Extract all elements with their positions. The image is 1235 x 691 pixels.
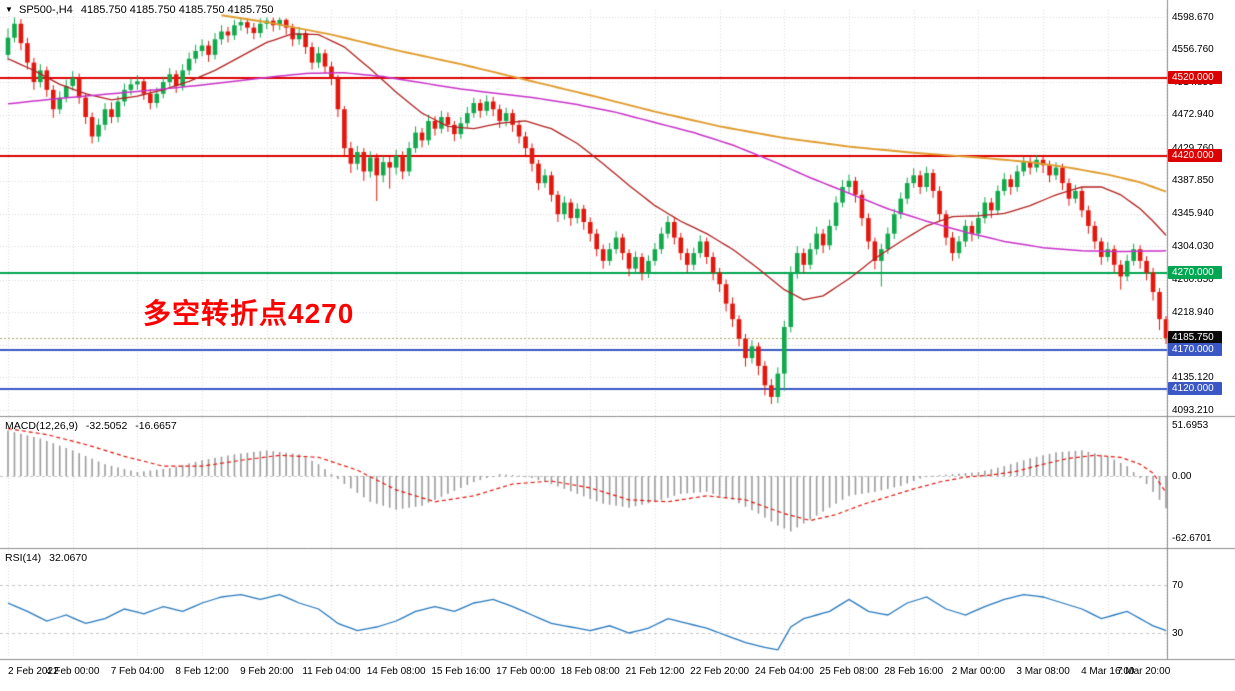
- macd-signal-value: -16.6657: [135, 420, 177, 432]
- rsi-name: RSI(14): [5, 552, 42, 564]
- triangle-marker-icon: ▼: [5, 5, 13, 14]
- symbol-info: ▼ SP500-,H4 4185.750 4185.750 4185.750 4…: [5, 4, 279, 16]
- macd-name: MACD(12,26,9): [5, 420, 78, 432]
- macd-main-value: -32.5052: [85, 420, 128, 432]
- annotation-text[interactable]: 多空转折点4270: [143, 298, 355, 329]
- rsi-indicator-label: RSI(14) 32.0670: [5, 552, 92, 564]
- symbol-timeframe: SP500-,H4: [18, 4, 73, 16]
- macd-indicator-label: MACD(12,26,9) -32.5052 -16.6657: [5, 420, 182, 432]
- rsi-value: 32.0670: [49, 552, 88, 564]
- ohlc-values: 4185.750 4185.750 4185.750 4185.750: [80, 4, 274, 16]
